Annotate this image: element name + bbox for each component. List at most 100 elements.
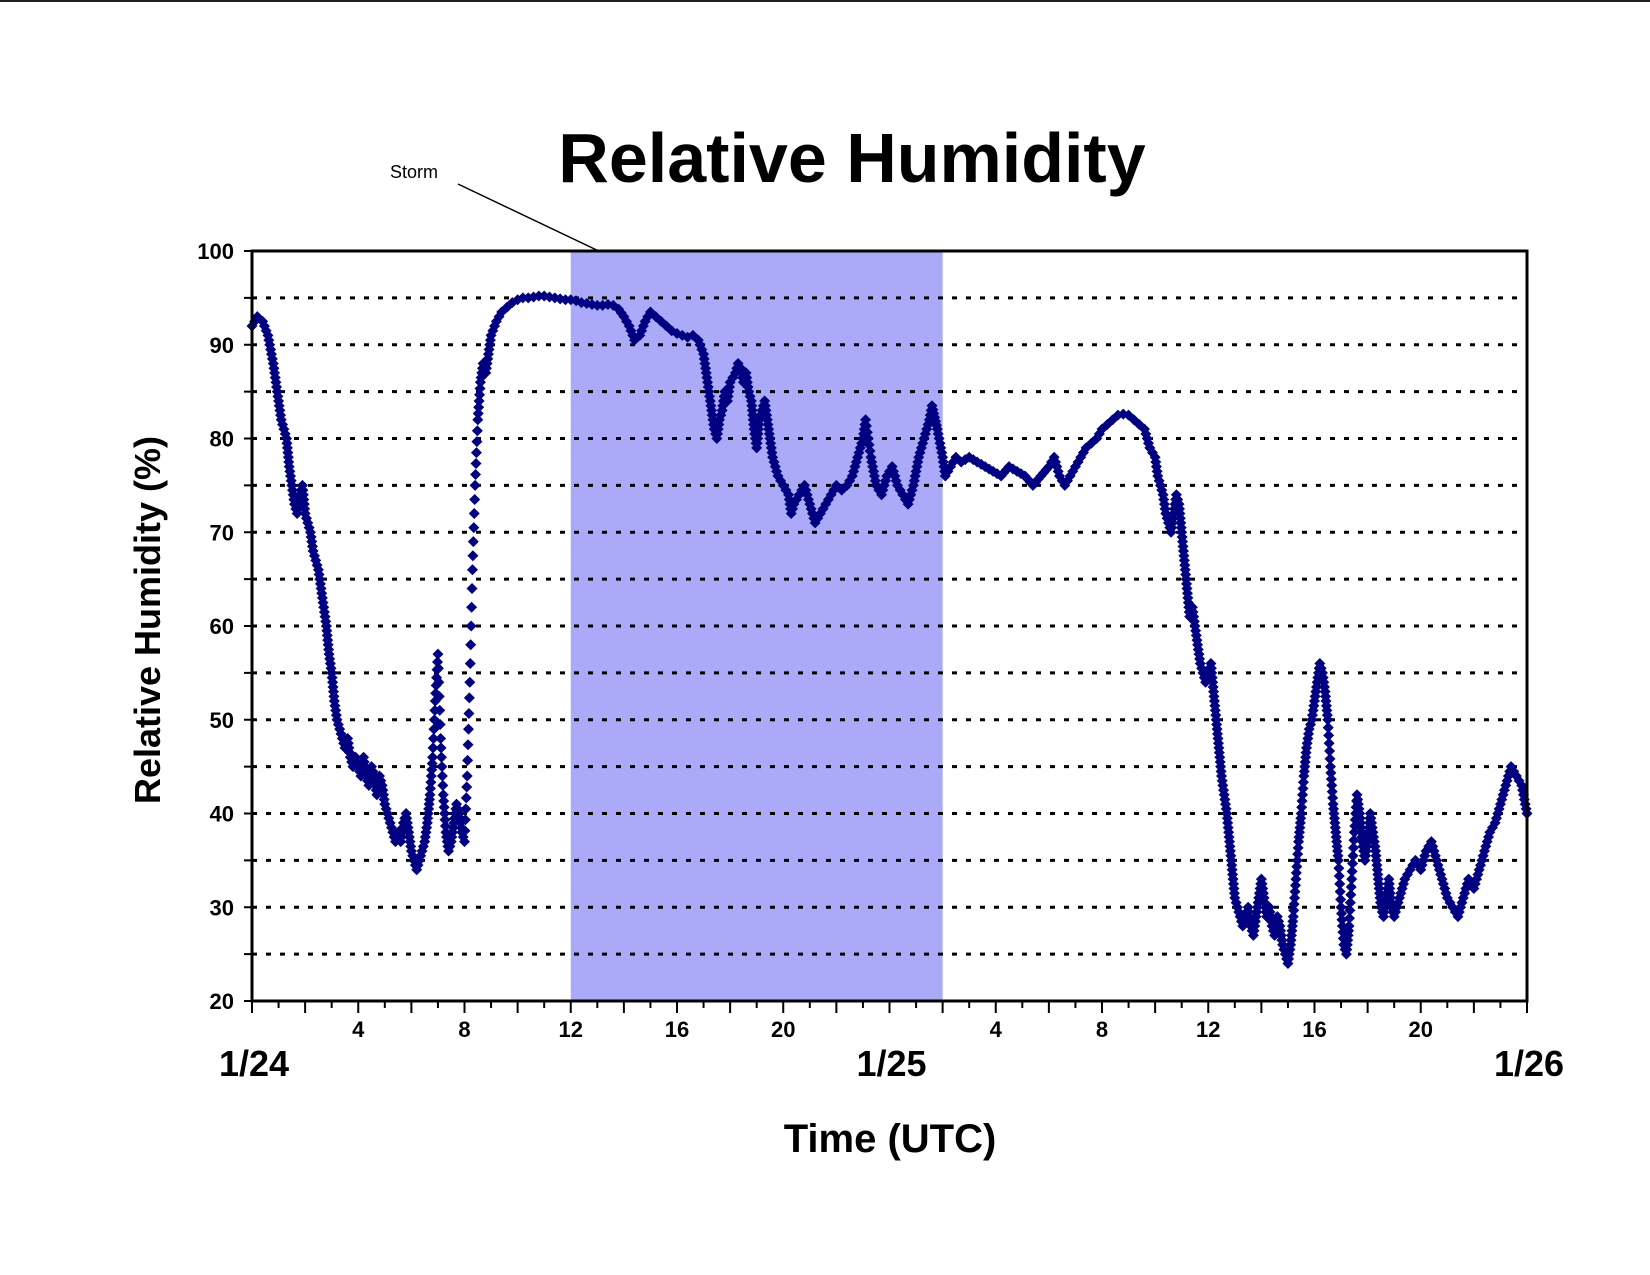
data-point xyxy=(1322,722,1334,734)
data-point xyxy=(466,601,478,613)
data-point xyxy=(474,389,486,401)
data-point xyxy=(463,692,475,704)
storm-leader-line xyxy=(457,183,600,252)
data-point xyxy=(1324,745,1336,757)
data-point xyxy=(424,789,436,801)
x-tick-label: 4 xyxy=(352,1017,365,1042)
data-point xyxy=(1326,779,1338,791)
data-point xyxy=(467,550,479,562)
data-point xyxy=(1322,714,1334,726)
y-tick-label: 90 xyxy=(210,333,234,358)
data-point xyxy=(1335,893,1347,905)
data-point xyxy=(1336,908,1348,919)
y-tick-label: 80 xyxy=(210,427,234,452)
data-point xyxy=(435,733,447,744)
data-point xyxy=(435,751,447,763)
data-point xyxy=(471,425,483,437)
x-tick-label: 8 xyxy=(458,1017,470,1042)
data-point xyxy=(425,776,437,788)
x-date-label: 1/24 xyxy=(219,1043,289,1084)
data-point xyxy=(1344,897,1356,909)
data-points xyxy=(246,290,1533,969)
data-point xyxy=(1348,826,1360,838)
data-point xyxy=(463,708,475,719)
data-point xyxy=(433,690,445,702)
data-point xyxy=(465,620,477,632)
data-point xyxy=(461,770,473,782)
data-point xyxy=(439,814,451,826)
data-point xyxy=(462,754,474,766)
data-point xyxy=(472,414,484,426)
data-point xyxy=(465,639,477,651)
data-point xyxy=(1343,912,1355,924)
data-point xyxy=(1325,767,1337,779)
data-point xyxy=(1345,889,1357,901)
data-point xyxy=(432,662,444,674)
data-point xyxy=(1336,914,1348,926)
data-point xyxy=(426,764,438,776)
data-point xyxy=(1295,808,1307,819)
data-point xyxy=(1289,892,1301,904)
data-point xyxy=(462,739,474,751)
chart-title: Relative Humidity xyxy=(558,119,1145,197)
data-point xyxy=(470,468,482,480)
data-point xyxy=(468,522,480,534)
data-point xyxy=(470,458,482,469)
data-point xyxy=(1332,854,1344,866)
data-point xyxy=(1292,842,1304,854)
y-axis-ticks: 20 30 40 50 60 70 80 90 100 xyxy=(197,239,252,1014)
data-point xyxy=(1324,761,1336,773)
data-point xyxy=(1323,729,1335,741)
x-tick-label: 12 xyxy=(559,1017,583,1042)
data-point xyxy=(426,758,438,769)
data-point xyxy=(459,836,470,848)
data-point xyxy=(459,814,471,826)
data-point xyxy=(472,408,484,419)
data-point xyxy=(1347,850,1359,862)
y-tick-label: 100 xyxy=(197,239,234,264)
data-point xyxy=(1346,865,1358,877)
data-point xyxy=(437,779,449,791)
data-point xyxy=(1327,792,1339,804)
data-point xyxy=(439,808,451,819)
data-point xyxy=(1333,870,1345,882)
data-point xyxy=(460,803,472,815)
data-point xyxy=(428,733,440,744)
data-point xyxy=(471,436,483,448)
data-point xyxy=(434,718,446,730)
data-point xyxy=(1288,904,1300,916)
data-point xyxy=(1296,801,1308,813)
top-border-line xyxy=(0,0,1650,2)
data-point xyxy=(1347,858,1359,869)
data-point xyxy=(467,536,479,548)
y-axis-label: Relative Humidity (%) xyxy=(127,436,168,804)
data-point xyxy=(1290,867,1302,879)
data-point xyxy=(464,658,476,669)
data-point xyxy=(435,742,447,754)
y-tick-label: 20 xyxy=(210,989,234,1014)
y-tick-label: 50 xyxy=(210,708,234,733)
data-point xyxy=(473,395,485,407)
data-point xyxy=(436,761,448,773)
data-point xyxy=(1287,911,1299,923)
y-tick-label: 70 xyxy=(210,520,234,545)
data-point xyxy=(1344,904,1356,916)
data-point xyxy=(1347,842,1359,854)
x-tick-label: 4 xyxy=(990,1017,1003,1042)
data-point xyxy=(438,801,450,813)
data-point xyxy=(1334,886,1346,898)
data-point xyxy=(461,781,473,793)
data-point xyxy=(1292,848,1304,860)
data-point xyxy=(434,704,446,716)
data-point xyxy=(466,583,478,594)
data-point xyxy=(1348,834,1360,846)
data-point xyxy=(466,564,478,576)
data-point xyxy=(1326,786,1338,798)
x-axis-label: Time (UTC) xyxy=(784,1117,997,1161)
x-tick-label: 20 xyxy=(1409,1017,1433,1042)
data-point xyxy=(1297,789,1309,801)
data-point xyxy=(459,825,471,837)
data-point xyxy=(432,648,444,660)
data-point xyxy=(464,676,476,688)
y-tick-label: 60 xyxy=(210,614,234,639)
